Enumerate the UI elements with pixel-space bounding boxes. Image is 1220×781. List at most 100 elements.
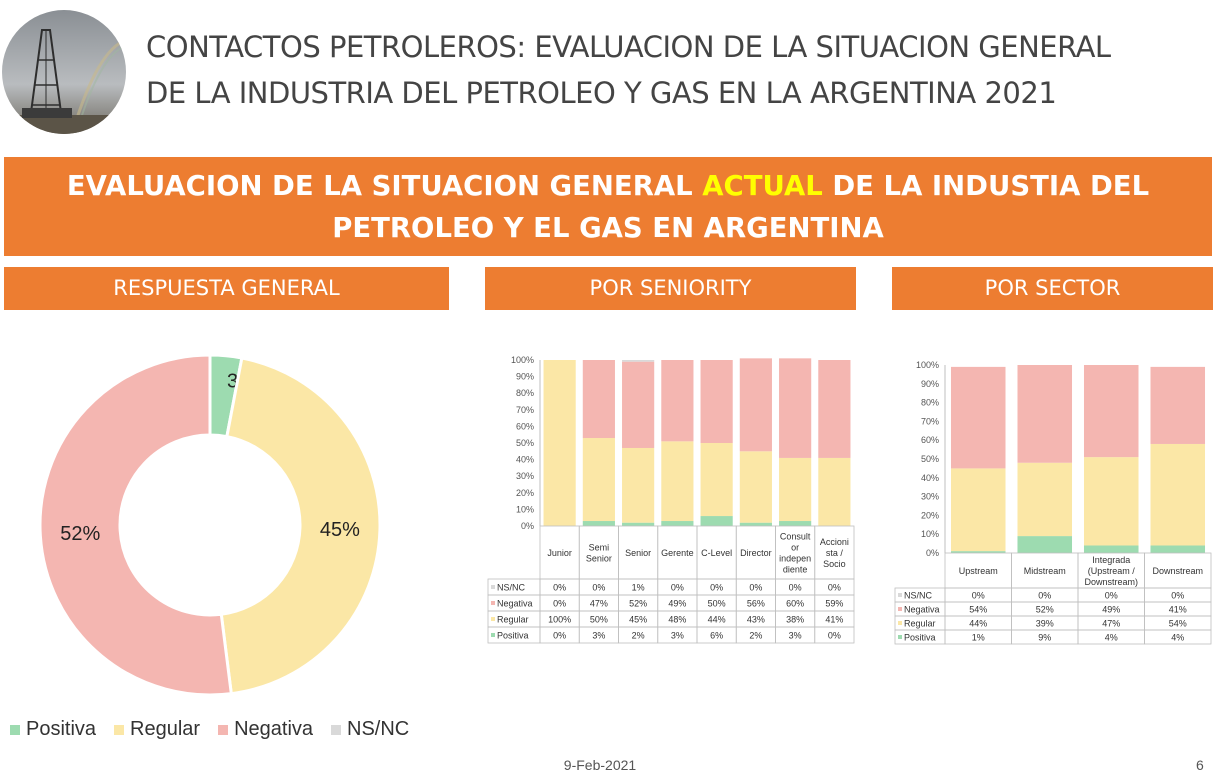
x-category-label: Senior [586,554,612,564]
table-legend-key [898,621,902,625]
banner-line-2: PETROLEO Y EL GAS EN ARGENTINA [332,211,884,244]
legend-item: NS/NC [331,718,409,741]
y-tick-label: 50% [921,454,939,464]
legend-label: Regular [130,718,201,740]
logo-oil-rig-image [2,10,126,134]
bar-segment-positiva [582,521,615,526]
legend-label: Negativa [234,718,314,740]
x-category-label: Socio [823,559,846,569]
table-value: 3% [789,631,802,641]
bar-segment-negativa [582,360,615,439]
table-value: 50% [590,615,608,625]
bar-segment-nsnc [622,360,655,362]
bar-segment-regular [700,443,733,517]
x-category-label: Junior [547,548,572,558]
table-value: 41% [1169,605,1187,615]
table-cell [578,525,619,580]
x-category-label: Midstream [1024,566,1066,576]
page-title-line-2: DE LA INDUSTRIA DEL PETROLEO Y GAS EN LA… [146,76,1057,110]
bar-segment-positiva [622,522,655,526]
section-header-sector: POR SECTOR [892,267,1213,310]
legend-item: Regular [114,718,200,741]
page-number: 6 [1196,757,1204,773]
bar-segment-positiva [661,521,694,526]
x-category-label: Director [740,548,772,558]
legend-swatch [218,724,229,735]
bar-segment-regular [1150,443,1206,546]
table-value: 44% [969,619,987,629]
y-tick-label: 60% [516,421,534,431]
table-cell [1144,629,1212,645]
table-value: 38% [786,615,804,625]
table-value: 0% [972,591,985,601]
table-legend-key [898,607,902,611]
table-value: 47% [590,599,608,609]
table-value: 3% [671,631,684,641]
table-legend-key [491,617,495,621]
table-value: 0% [553,631,566,641]
bar-segment-regular [1017,462,1073,537]
table-value: 0% [749,583,762,593]
bar-segment-negativa [661,360,694,442]
table-value: 49% [1102,605,1120,615]
banner-text-part-2: DE LA INDUSTIA DEL [822,169,1150,202]
table-value: 39% [1036,619,1054,629]
bar-segment-negativa [950,366,1006,469]
table-value: 1% [972,633,985,643]
footer-date: 9-Feb-2021 [563,757,637,773]
table-value: 0% [828,583,841,593]
bar-segment-regular [950,468,1006,552]
bar-segment-regular [582,438,615,522]
table-value: 2% [632,631,645,641]
table-cell [814,626,855,644]
bar-segment-positiva [950,551,1006,553]
bar-segment-regular [818,457,851,526]
y-tick-label: 20% [921,510,939,520]
table-value: 100% [548,615,571,625]
x-category-label: Downstream) [1084,577,1138,587]
x-category-label: indepen [779,554,811,564]
table-value: 43% [747,615,765,625]
table-row-label: Positiva [904,633,936,643]
x-category-label: C-Level [701,548,732,558]
table-row-label: Regular [497,615,529,625]
table-value: 6% [710,631,723,641]
y-tick-label: 30% [516,471,534,481]
legend-label: NS/NC [347,718,410,740]
y-tick-label: 70% [516,405,534,415]
y-tick-label: 0% [521,521,534,531]
table-value: 0% [553,599,566,609]
table-row-label: Negativa [497,599,533,609]
bar-segment-negativa [1083,365,1139,458]
table-value: 0% [1038,591,1051,601]
legend-swatch [331,724,342,735]
table-value: 9% [1038,633,1051,643]
table-value: 50% [708,599,726,609]
bar-segment-positiva [1017,536,1073,553]
banner-text-part-1: EVALUACION DE LA SITUACION GENERAL [66,169,703,202]
y-tick-label: 100% [511,355,534,365]
table-value: 0% [553,583,566,593]
table-value: 47% [1102,619,1120,629]
y-tick-label: 40% [921,473,939,483]
table-value: 60% [786,599,804,609]
banner-highlight-word: ACTUAL [702,169,823,202]
table-value: 52% [629,599,647,609]
table-value: 48% [668,615,686,625]
table-row-label: Regular [904,619,936,629]
y-tick-label: 60% [921,435,939,445]
x-category-label: Accioni [820,537,849,547]
legend-label: Positiva [26,718,97,740]
donut-slice-negativa [38,353,233,697]
table-value: 3% [592,631,605,641]
table-legend-key [898,593,902,597]
table-legend-key [491,601,495,605]
bar-segment-regular [543,360,576,526]
table-value: 0% [710,583,723,593]
y-tick-label: 100% [916,360,939,370]
donut-legend: Positiva Regular Negativa NS/NC [10,718,427,741]
table-row-label: NS/NC [497,583,526,593]
bar-segment-negativa [818,360,851,458]
x-category-label: Upstream [959,566,998,576]
y-tick-label: 30% [921,492,939,502]
